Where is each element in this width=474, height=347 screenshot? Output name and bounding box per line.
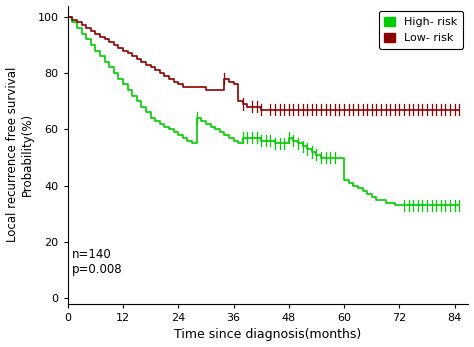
Legend: High- risk, Low- risk: High- risk, Low- risk — [379, 11, 463, 49]
Y-axis label: Local recurrence free survival
Probability(%): Local recurrence free survival Probabili… — [6, 67, 34, 243]
Text: n=140
p=0.008: n=140 p=0.008 — [73, 248, 123, 276]
X-axis label: Time since diagnosis(months): Time since diagnosis(months) — [174, 329, 362, 341]
